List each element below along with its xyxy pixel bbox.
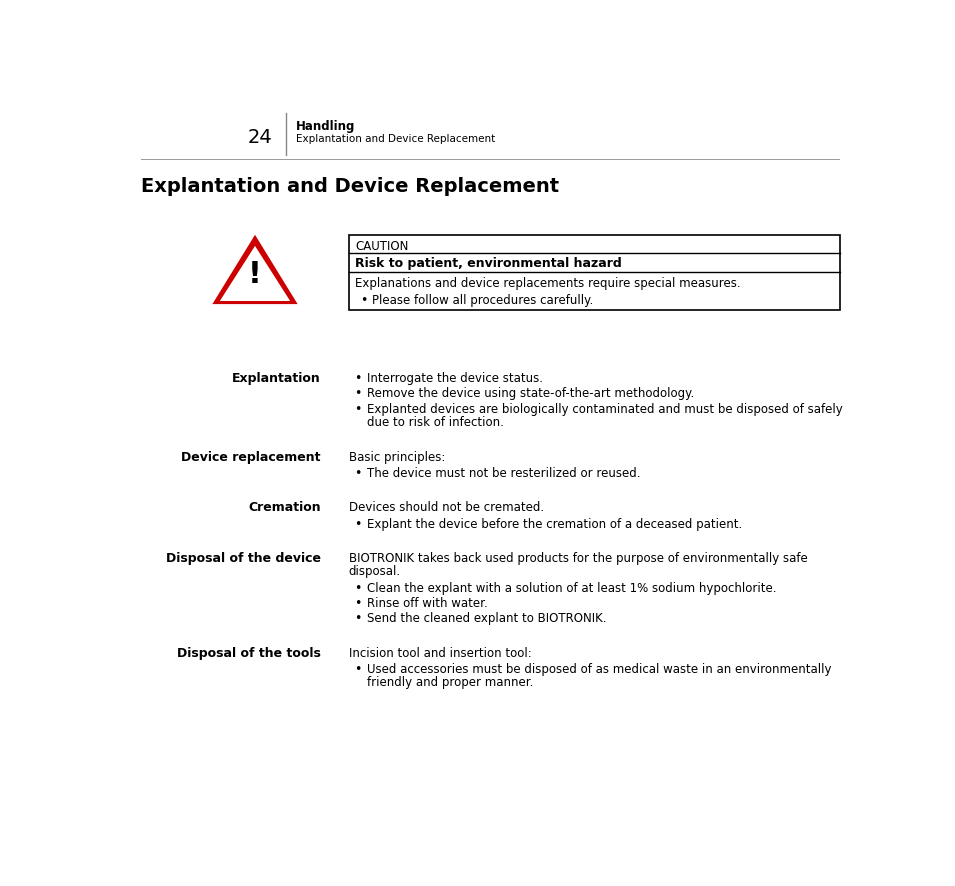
Text: Handling: Handling xyxy=(296,120,355,133)
Text: friendly and proper manner.: friendly and proper manner. xyxy=(368,675,534,688)
Text: Cremation: Cremation xyxy=(248,501,321,514)
Text: Send the cleaned explant to BIOTRONIK.: Send the cleaned explant to BIOTRONIK. xyxy=(368,611,606,625)
Text: Explanations and device replacements require special measures.: Explanations and device replacements req… xyxy=(355,276,740,290)
Text: Risk to patient, environmental hazard: Risk to patient, environmental hazard xyxy=(355,257,622,270)
Text: Incision tool and insertion tool:: Incision tool and insertion tool: xyxy=(349,646,532,659)
Text: Please follow all procedures carefully.: Please follow all procedures carefully. xyxy=(372,293,593,307)
Text: Disposal of the device: Disposal of the device xyxy=(166,552,321,564)
Text: Remove the device using state-of-the-art methodology.: Remove the device using state-of-the-art… xyxy=(368,387,694,400)
Text: •: • xyxy=(354,663,362,675)
Text: CAUTION: CAUTION xyxy=(355,239,409,253)
Text: Basic principles:: Basic principles: xyxy=(349,450,445,463)
Text: •: • xyxy=(354,402,362,416)
Text: Disposal of the tools: Disposal of the tools xyxy=(177,646,321,659)
Text: Explant the device before the cremation of a deceased patient.: Explant the device before the cremation … xyxy=(368,517,743,530)
Text: •: • xyxy=(354,371,362,385)
Text: Clean the explant with a solution of at least 1% sodium hypochlorite.: Clean the explant with a solution of at … xyxy=(368,581,776,594)
Text: Explanted devices are biologically contaminated and must be disposed of safely: Explanted devices are biologically conta… xyxy=(368,402,843,416)
Text: !: ! xyxy=(248,260,262,289)
Text: The device must not be resterilized or reused.: The device must not be resterilized or r… xyxy=(368,466,641,479)
Text: BIOTRONIK takes back used products for the purpose of environmentally safe: BIOTRONIK takes back used products for t… xyxy=(349,552,808,564)
Text: •: • xyxy=(354,387,362,400)
Bar xyxy=(349,236,840,311)
Text: Device replacement: Device replacement xyxy=(181,450,321,463)
Polygon shape xyxy=(212,236,298,305)
Text: •: • xyxy=(354,596,362,610)
Text: disposal.: disposal. xyxy=(349,564,401,578)
Text: Rinse off with water.: Rinse off with water. xyxy=(368,596,488,610)
Text: due to risk of infection.: due to risk of infection. xyxy=(368,416,504,429)
Text: Explantation and Device Replacement: Explantation and Device Replacement xyxy=(141,177,560,196)
Text: Explantation and Device Replacement: Explantation and Device Replacement xyxy=(296,134,496,144)
Text: •: • xyxy=(354,581,362,594)
Text: 24: 24 xyxy=(248,128,273,146)
Text: Used accessories must be disposed of as medical waste in an environmentally: Used accessories must be disposed of as … xyxy=(368,663,832,675)
Polygon shape xyxy=(220,246,290,301)
Text: •: • xyxy=(354,466,362,479)
Text: Devices should not be cremated.: Devices should not be cremated. xyxy=(349,501,544,514)
Text: •: • xyxy=(361,293,368,307)
Text: •: • xyxy=(354,611,362,625)
Text: Explantation: Explantation xyxy=(232,371,321,385)
Text: Interrogate the device status.: Interrogate the device status. xyxy=(368,371,543,385)
Text: •: • xyxy=(354,517,362,530)
